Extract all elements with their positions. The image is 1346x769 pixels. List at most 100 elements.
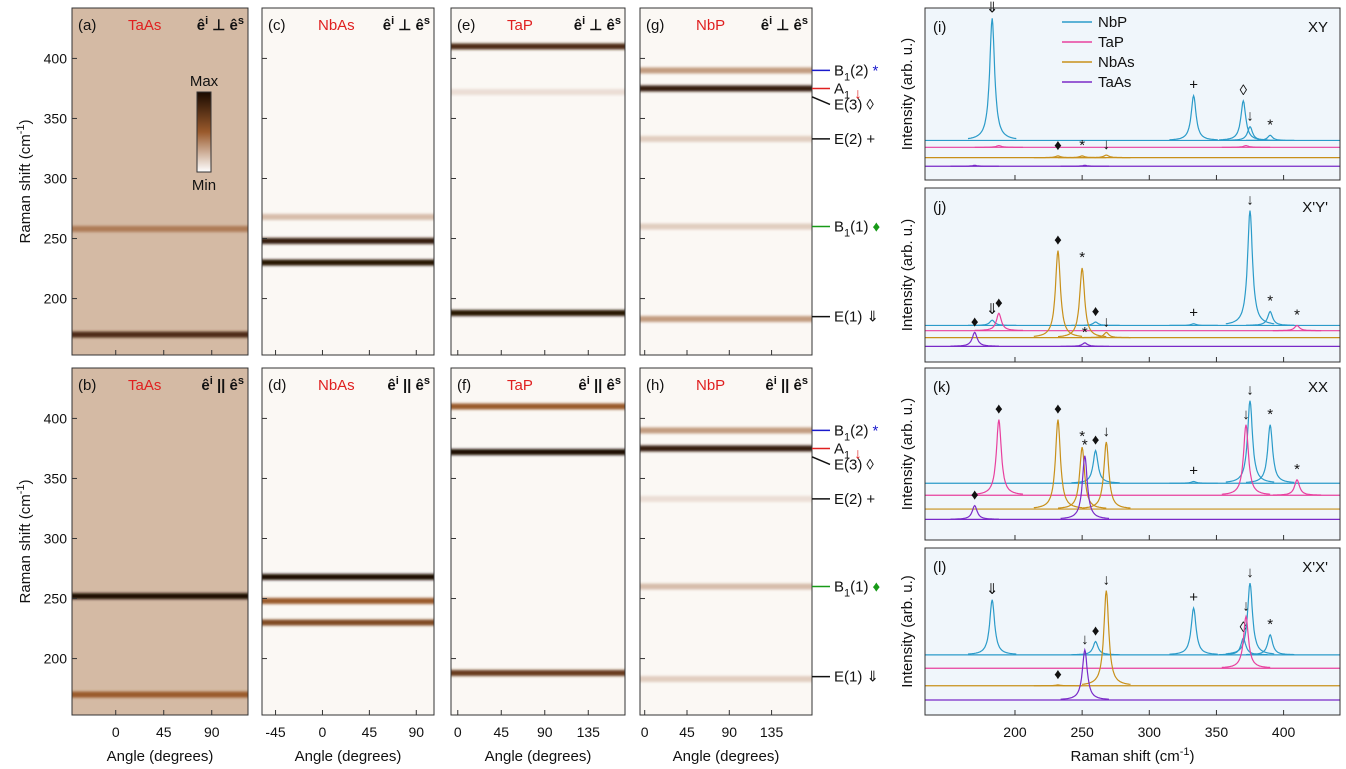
peak-symbol: ↓ (1246, 564, 1254, 581)
y-tick-label: 400 (44, 50, 68, 66)
raman-band (640, 583, 812, 590)
y-axis-label-part: Raman shift (cm (17, 134, 34, 243)
polarization-part: s (802, 15, 808, 27)
peak-symbol: + (1189, 589, 1198, 606)
mode-label-part: B (834, 422, 844, 439)
mode-symbol: ⇓ (866, 309, 879, 326)
mode-label-part: E(2) (834, 491, 862, 508)
raman-band (72, 691, 248, 698)
polarization-part: s (238, 15, 244, 27)
raman-band (451, 403, 625, 410)
y-tick-label: 350 (44, 470, 68, 486)
mode-label: E(2) + (834, 491, 875, 508)
panel-title: NbAs (318, 17, 355, 34)
mode-label-part: (2) (850, 62, 868, 79)
polarization-part: s (238, 375, 244, 387)
panel-frame (450, 7, 626, 356)
mode-symbol: ◊ (866, 456, 874, 473)
polarization-part: ê (765, 377, 773, 394)
peak-symbol: * (1082, 437, 1088, 454)
peak (967, 18, 1017, 140)
y-tick-label: 300 (44, 530, 68, 546)
panel-label: (e) (457, 17, 475, 34)
y-axis-label: Intensity (arb. u.) (899, 219, 916, 332)
polarization-part: ê (578, 377, 586, 394)
panel-title: TaP (507, 377, 533, 394)
x-tick-label: 135 (577, 724, 601, 740)
x-tick-label: 0 (641, 724, 649, 740)
polarization-part: i (210, 375, 213, 387)
raman-band (72, 331, 248, 338)
peak (1071, 321, 1120, 326)
peak (1169, 323, 1218, 326)
raman-band (640, 427, 812, 434)
y-axis-label-part: -1 (15, 485, 27, 495)
x-tick-label: 300 (1138, 724, 1162, 740)
peak-symbol: * (1079, 249, 1085, 266)
peak (1169, 93, 1218, 141)
mode-label-part: A (834, 80, 844, 97)
panel-background (262, 8, 434, 355)
peak (950, 504, 999, 520)
legend-label: NbAs (1098, 54, 1135, 71)
peak (1082, 154, 1131, 159)
x-axis-label-part: Raman shift (cm (1071, 748, 1180, 765)
peak-symbol: * (1079, 137, 1085, 154)
panel-background (72, 368, 248, 715)
mode-label: B1(2) * (834, 62, 878, 83)
mode-label-part: E(1) (834, 309, 862, 326)
panel-background (262, 368, 434, 715)
peak (1225, 125, 1275, 141)
mode-label-part: 1 (844, 588, 850, 600)
peak (1071, 449, 1120, 484)
panel-frame (924, 7, 1341, 181)
peak (1058, 446, 1107, 509)
mode-symbol: * (872, 62, 878, 79)
raman-band (451, 669, 625, 676)
peak-symbol: ♦ (1054, 137, 1062, 154)
y-axis-label-part: Raman shift (cm (17, 494, 34, 603)
polarization: êi ⊥ ês (761, 15, 808, 34)
y-tick-label: 350 (44, 110, 68, 126)
panel-frame (71, 7, 249, 356)
peak (974, 144, 1023, 148)
mode-symbol: * (872, 422, 878, 439)
peak-symbol: * (1267, 116, 1273, 133)
peak-symbol: ↓ (1246, 108, 1254, 125)
polarization-part: ⊥ ê (772, 17, 802, 34)
panel-label: (d) (268, 377, 286, 394)
panel-label: (c) (268, 17, 286, 34)
polarization-part: ê (383, 17, 391, 34)
peak (1060, 647, 1109, 700)
polarization-part: i (391, 15, 394, 27)
mode-label-part: E(1) (834, 669, 862, 686)
peak-symbol: ♦ (1054, 666, 1062, 683)
mode-label: E(1) ⇓ (834, 309, 879, 326)
peak (1033, 684, 1083, 687)
polarization-part: || ê (399, 377, 424, 394)
mode-label-part: E(2) (834, 131, 862, 148)
panel-background (925, 8, 1340, 180)
x-tick-label: 90 (408, 724, 424, 740)
peak (1272, 478, 1322, 496)
mode-label: A1 ↓ (834, 80, 862, 102)
peak-symbol: * (1294, 461, 1300, 478)
x-tick-label: 135 (760, 724, 784, 740)
peak-symbol: ↓ (1103, 313, 1111, 330)
colorbar-min: Min (192, 177, 216, 194)
polarization-part: i (396, 375, 399, 387)
peak-symbol: + (1189, 463, 1198, 480)
y-axis-label: Raman shift (cm-1) (15, 120, 34, 244)
panel-background (925, 548, 1340, 715)
polarization-part: ⊥ ê (394, 17, 424, 34)
peak-symbol: ⇓ (986, 581, 999, 598)
panel-title: X'Y' (1302, 199, 1328, 216)
mode-label-part: B (834, 62, 844, 79)
mode-label-part: E(3) (834, 456, 862, 473)
mode-label-part: B (834, 579, 844, 596)
x-axis-label: Raman shift (cm-1) (1071, 746, 1195, 765)
x-tick-label: 0 (454, 724, 462, 740)
raman-band (640, 85, 812, 92)
panel-background (925, 368, 1340, 540)
legend-label: NbP (1098, 14, 1127, 31)
